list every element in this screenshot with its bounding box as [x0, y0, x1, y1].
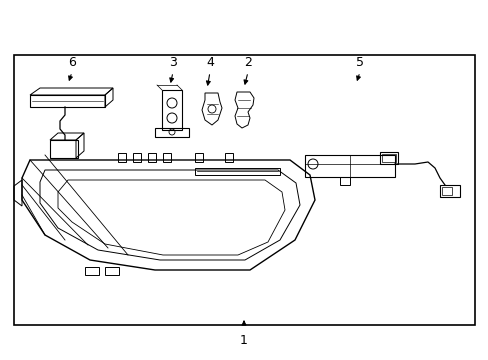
Text: 3: 3	[169, 55, 177, 68]
Bar	[381, 154, 395, 162]
Bar	[379, 152, 397, 164]
Bar	[224, 153, 232, 162]
Bar	[85, 267, 99, 275]
Bar	[163, 153, 171, 162]
Bar	[195, 168, 280, 175]
Bar	[162, 90, 182, 130]
Text: 6: 6	[68, 55, 76, 68]
Text: 4: 4	[205, 55, 214, 68]
Bar	[133, 153, 141, 162]
Bar	[305, 155, 394, 177]
Bar	[439, 185, 459, 197]
Text: 2: 2	[244, 55, 251, 68]
Bar	[118, 153, 126, 162]
Text: 1: 1	[240, 334, 247, 347]
Bar	[441, 187, 451, 195]
Bar	[148, 153, 156, 162]
Bar	[155, 128, 189, 137]
Bar	[195, 153, 203, 162]
Bar	[50, 140, 78, 158]
Bar	[14, 55, 474, 325]
Bar	[30, 95, 105, 107]
Bar	[105, 267, 119, 275]
Text: 5: 5	[355, 55, 363, 68]
Bar	[339, 177, 349, 185]
